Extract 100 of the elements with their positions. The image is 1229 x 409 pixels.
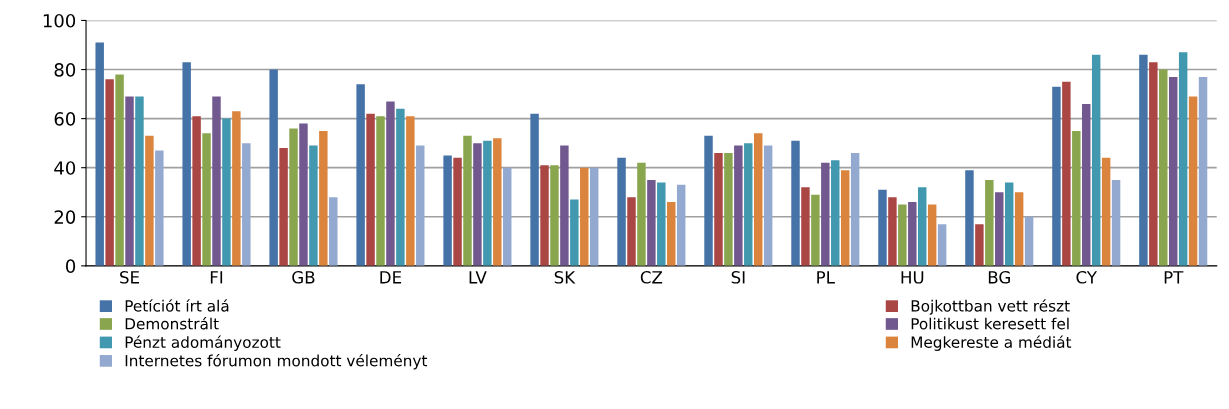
bar	[95, 42, 104, 266]
bar	[744, 143, 753, 266]
bar	[1139, 54, 1148, 266]
bar	[406, 116, 415, 266]
bar	[763, 145, 773, 266]
bar	[791, 140, 800, 266]
y-tick-label: 80	[54, 62, 76, 77]
bar	[269, 69, 278, 266]
x-tick-label: CZ	[640, 271, 663, 284]
bar	[376, 116, 385, 266]
x-tick-label: BG	[988, 271, 1010, 284]
bar	[1062, 81, 1071, 266]
bar	[1169, 76, 1178, 266]
bar	[918, 187, 927, 266]
bar	[831, 160, 840, 266]
bar	[242, 143, 251, 266]
bar	[850, 152, 860, 266]
bar	[356, 84, 365, 266]
bar	[473, 143, 482, 266]
bar	[1149, 62, 1158, 266]
x-tick-label: DE	[380, 271, 402, 284]
bar	[366, 113, 375, 266]
bar	[570, 199, 579, 266]
bar	[279, 148, 288, 266]
bar	[1159, 69, 1168, 266]
y-tick-label: 100	[43, 13, 76, 28]
bar	[202, 133, 211, 266]
x-tick-label: PT	[1164, 271, 1184, 284]
bar	[937, 224, 947, 266]
x-tick-label: SI	[731, 271, 745, 284]
bar	[1198, 76, 1208, 266]
bar	[657, 182, 666, 266]
y-tick-label: 60	[54, 112, 76, 126]
bar	[560, 145, 569, 266]
bar	[704, 135, 713, 266]
legend-label: Politikust keresett fel	[911, 317, 1069, 330]
bar	[329, 197, 338, 266]
bar	[1014, 192, 1024, 266]
bar	[135, 96, 144, 266]
bar	[1072, 130, 1081, 266]
x-tick-label: LV	[469, 271, 487, 284]
bar	[299, 123, 308, 266]
x-tick-label: HU	[901, 271, 924, 284]
bar	[589, 167, 599, 266]
bar	[734, 145, 743, 266]
x-tick-label: SE	[120, 271, 139, 284]
bar	[975, 224, 984, 266]
bar	[1052, 86, 1061, 266]
bar	[821, 162, 830, 266]
bar	[908, 202, 917, 266]
bar	[1188, 96, 1198, 266]
bar	[182, 62, 191, 266]
legend-label: Internetes fórumon mondott véleményt	[125, 353, 428, 370]
bar	[714, 152, 723, 266]
bar	[115, 74, 124, 266]
bar	[647, 179, 656, 266]
bar	[155, 150, 164, 266]
bar	[995, 192, 1004, 266]
bar	[125, 96, 134, 266]
bar	[453, 157, 462, 266]
bar	[105, 79, 114, 266]
bar	[1091, 54, 1101, 266]
bar	[1101, 157, 1111, 266]
bar	[580, 167, 589, 266]
y-tick-label: 20	[54, 210, 76, 224]
bar	[319, 130, 328, 266]
bar	[540, 165, 549, 266]
bar	[192, 116, 201, 266]
bar	[386, 101, 395, 266]
bar	[627, 197, 636, 266]
legend-label: Demonstrált	[125, 317, 219, 330]
bar	[840, 170, 850, 266]
legend-label: Pénzt adományozott	[125, 335, 281, 351]
bar	[965, 170, 974, 266]
bar	[530, 113, 539, 266]
bar	[811, 194, 820, 266]
legend-label: Megkereste a médiát	[911, 335, 1072, 351]
y-tick-label: 0	[66, 259, 76, 273]
bar	[443, 155, 452, 266]
bar	[637, 162, 646, 266]
bar	[898, 204, 907, 266]
bar	[676, 184, 686, 266]
bar	[888, 197, 897, 266]
bar	[222, 118, 231, 266]
bar	[503, 167, 512, 266]
x-tick-label: PL	[817, 271, 835, 284]
bar	[1111, 179, 1121, 266]
bar	[212, 96, 221, 266]
bar	[145, 135, 154, 266]
x-tick-label: FI	[210, 271, 223, 284]
bar	[927, 204, 937, 266]
bar	[289, 128, 298, 266]
bar	[801, 187, 810, 266]
bar	[1024, 216, 1034, 266]
bar	[493, 138, 502, 266]
bar	[617, 157, 626, 266]
x-tick-label: GB	[292, 271, 315, 284]
bar	[1178, 52, 1188, 266]
bar	[396, 108, 405, 266]
bar	[754, 133, 763, 266]
